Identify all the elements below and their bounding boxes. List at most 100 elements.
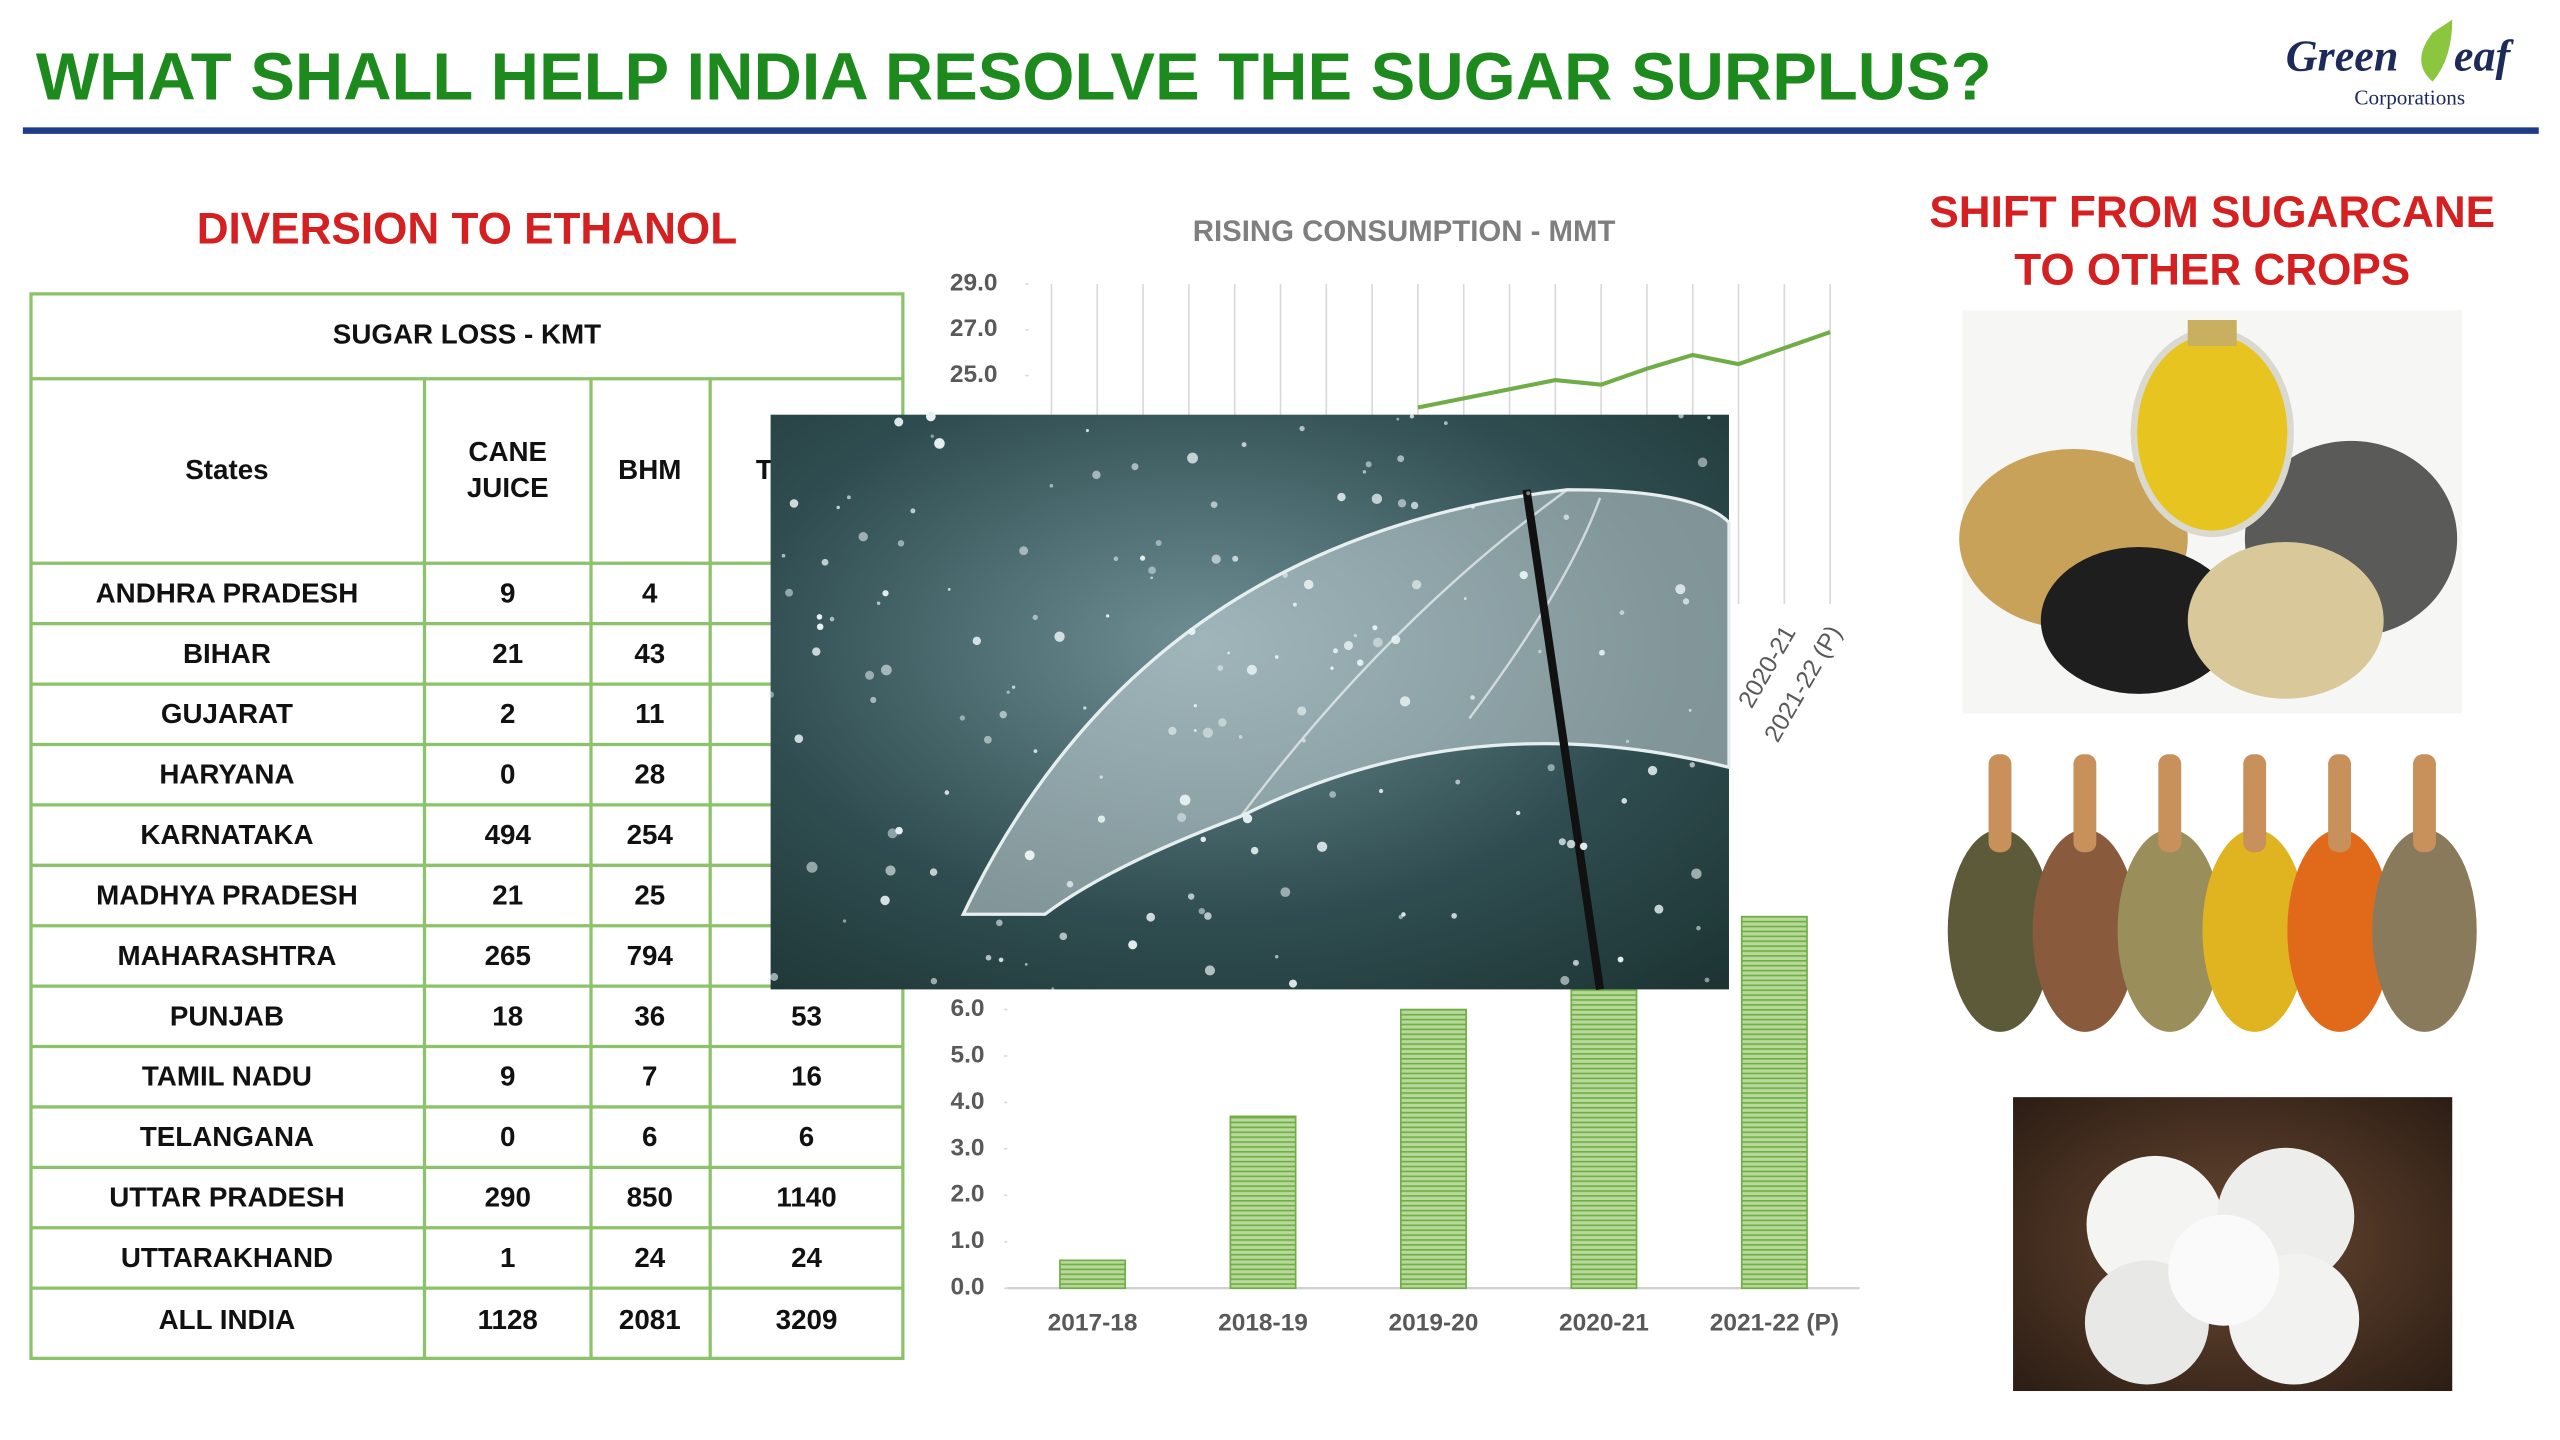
bar xyxy=(1229,1115,1297,1289)
raindrop xyxy=(925,411,936,422)
raindrop xyxy=(1471,504,1475,509)
raindrop xyxy=(1242,813,1253,824)
scoop xyxy=(2413,754,2436,853)
spices-photo xyxy=(1910,742,2507,1045)
raindrop xyxy=(983,735,992,744)
raindrop xyxy=(1006,690,1010,694)
table-cell: 6 xyxy=(799,1121,814,1152)
raindrop xyxy=(1187,893,1195,900)
raindrop xyxy=(885,865,896,876)
table-cell: 254 xyxy=(627,819,674,850)
raindrop xyxy=(1187,452,1198,464)
raindrop xyxy=(767,691,774,698)
raindrop xyxy=(1238,735,1243,739)
raindrop xyxy=(894,417,904,427)
table-cell: UTTARAKHAND xyxy=(121,1242,333,1273)
raindrop xyxy=(1372,637,1383,648)
table-cell: 1 xyxy=(500,1242,515,1273)
raindrop xyxy=(985,954,992,961)
table-cell: PUNJAB xyxy=(170,1000,284,1031)
raindrop xyxy=(1024,963,1028,966)
raindrop xyxy=(781,553,786,558)
table-cell: 16 xyxy=(791,1061,822,1092)
table-cell: 24 xyxy=(634,1242,665,1273)
scoop xyxy=(2243,754,2267,853)
table-cell: 9 xyxy=(500,577,515,608)
raindrop xyxy=(1303,579,1314,590)
raindrop xyxy=(1106,614,1110,618)
table-cell: ALL INDIA xyxy=(159,1304,296,1335)
raindrop xyxy=(1188,627,1196,636)
raindrop xyxy=(1697,457,1708,468)
raindrop xyxy=(944,790,950,795)
raindrop xyxy=(1391,635,1401,645)
raindrop xyxy=(812,647,821,656)
y-tick-label: 3.0 xyxy=(950,1134,984,1161)
raindrop xyxy=(1330,666,1334,670)
raindrop xyxy=(1250,846,1259,855)
raindrop xyxy=(887,828,898,839)
raindrop xyxy=(1647,765,1658,776)
raindrop xyxy=(1654,904,1664,914)
y-tick-label: 27.0 xyxy=(950,315,998,342)
raindrop xyxy=(1099,775,1104,779)
data-line xyxy=(1417,330,1831,410)
section-heading: TO OTHER CROPS xyxy=(2014,245,2410,294)
raindrop xyxy=(1410,501,1419,510)
raindrop xyxy=(910,508,916,514)
raindrop xyxy=(1332,648,1339,654)
raindrop xyxy=(821,558,829,566)
raindrop xyxy=(1083,706,1087,710)
raindrop xyxy=(1621,798,1628,804)
logo-leaf xyxy=(2421,19,2453,82)
x-tick-label: 2021-22 (P) xyxy=(1710,1310,1839,1337)
raindrop xyxy=(1682,598,1690,605)
raindrop xyxy=(959,715,966,721)
raindrop xyxy=(1675,584,1686,595)
raindrop xyxy=(1704,977,1710,983)
table-cell: BIHAR xyxy=(183,638,271,669)
table-cell: 21 xyxy=(492,638,523,669)
raindrop xyxy=(806,861,818,873)
raindrop xyxy=(1353,633,1358,638)
raindrop xyxy=(972,636,982,646)
section-heading: SHIFT FROM SUGARCANE xyxy=(1929,188,2495,237)
bar xyxy=(1400,1008,1467,1289)
bar xyxy=(1059,1259,1127,1289)
raindrop xyxy=(1150,576,1153,580)
raindrop xyxy=(789,499,799,508)
table-cell: 0 xyxy=(500,759,515,790)
raindrop xyxy=(1560,975,1570,985)
spice-pile xyxy=(1947,829,2053,1032)
table-cell: 11 xyxy=(635,698,664,729)
x-tick-label: 2020-21 xyxy=(1559,1310,1649,1337)
raindrop xyxy=(1128,940,1138,950)
raindrop xyxy=(1059,932,1068,941)
raindrop xyxy=(1409,414,1415,419)
raindrop xyxy=(1397,455,1405,463)
raindrop xyxy=(1155,540,1162,546)
raindrop xyxy=(1572,959,1579,966)
raindrop xyxy=(1024,850,1035,861)
raindrop xyxy=(1443,421,1448,425)
raindrop xyxy=(1337,492,1346,502)
raindrop xyxy=(1217,665,1224,671)
raindrop xyxy=(897,540,905,547)
table-cell: 2081 xyxy=(619,1304,681,1335)
raindrop xyxy=(1092,470,1101,480)
raindrop xyxy=(1316,841,1328,852)
raindrop xyxy=(1396,417,1400,421)
table-cell: 4 xyxy=(642,577,658,608)
column-header: States xyxy=(185,454,268,485)
table-cell: 53 xyxy=(791,1000,822,1031)
raindrop xyxy=(870,696,877,704)
raindrop xyxy=(1066,880,1074,888)
raindrop xyxy=(934,438,945,449)
raindrop xyxy=(1097,815,1106,823)
raindrop xyxy=(1558,838,1566,846)
raindrop xyxy=(770,973,779,981)
raindrop xyxy=(1131,463,1139,471)
scoop xyxy=(2328,754,2352,853)
raindrop xyxy=(880,664,892,676)
raindrop xyxy=(1302,738,1306,743)
